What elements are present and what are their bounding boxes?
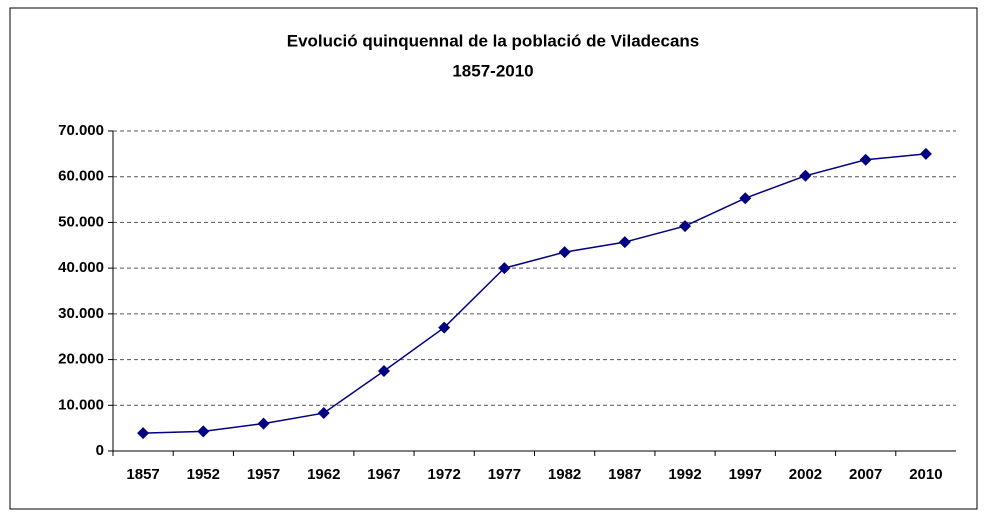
- x-tick-label: 2002: [789, 466, 822, 483]
- point-marker: [257, 417, 270, 430]
- x-tick-label: 1992: [668, 466, 701, 483]
- point-marker: [739, 192, 752, 205]
- y-tick-label: 20.000: [58, 351, 104, 368]
- x-tick-label: 1997: [729, 466, 762, 483]
- x-tick-label: 1972: [427, 466, 460, 483]
- point-marker: [317, 407, 330, 420]
- y-tick-label: 30.000: [58, 305, 104, 322]
- point-marker: [859, 153, 872, 166]
- x-tick-label: 1952: [187, 466, 220, 483]
- x-tick-label: 1957: [247, 466, 280, 483]
- point-marker: [618, 236, 631, 249]
- y-tick-label: 70.000: [58, 122, 104, 139]
- x-tick-label: 2010: [909, 466, 942, 483]
- y-tick-label: 50.000: [58, 213, 104, 230]
- x-tick-label: 1857: [126, 466, 159, 483]
- y-tick-label: 40.000: [58, 259, 104, 276]
- point-marker: [558, 246, 571, 259]
- y-tick-label: 10.000: [58, 396, 104, 413]
- x-tick-label: 1977: [488, 466, 521, 483]
- x-tick-label: 1962: [307, 466, 340, 483]
- x-tick-label: 1987: [608, 466, 641, 483]
- point-marker: [799, 169, 812, 182]
- point-marker: [438, 321, 451, 334]
- point-marker: [197, 425, 210, 438]
- point-marker: [919, 147, 932, 160]
- y-tick-label: 0: [96, 442, 104, 459]
- chart-frame: [9, 7, 978, 510]
- chart-subtitle: 1857-2010: [452, 61, 533, 80]
- y-tick-label: 60.000: [58, 168, 104, 185]
- point-marker: [377, 365, 390, 377]
- x-tick-label: 1982: [548, 466, 581, 483]
- x-tick-label: 2007: [849, 466, 882, 483]
- series-line: [143, 153, 926, 434]
- point-marker: [137, 427, 150, 440]
- chart-title: Evolució quinquennal de la població de V…: [287, 31, 700, 50]
- x-tick-label: 1967: [367, 466, 400, 483]
- point-marker: [498, 262, 511, 275]
- point-marker: [679, 220, 692, 233]
